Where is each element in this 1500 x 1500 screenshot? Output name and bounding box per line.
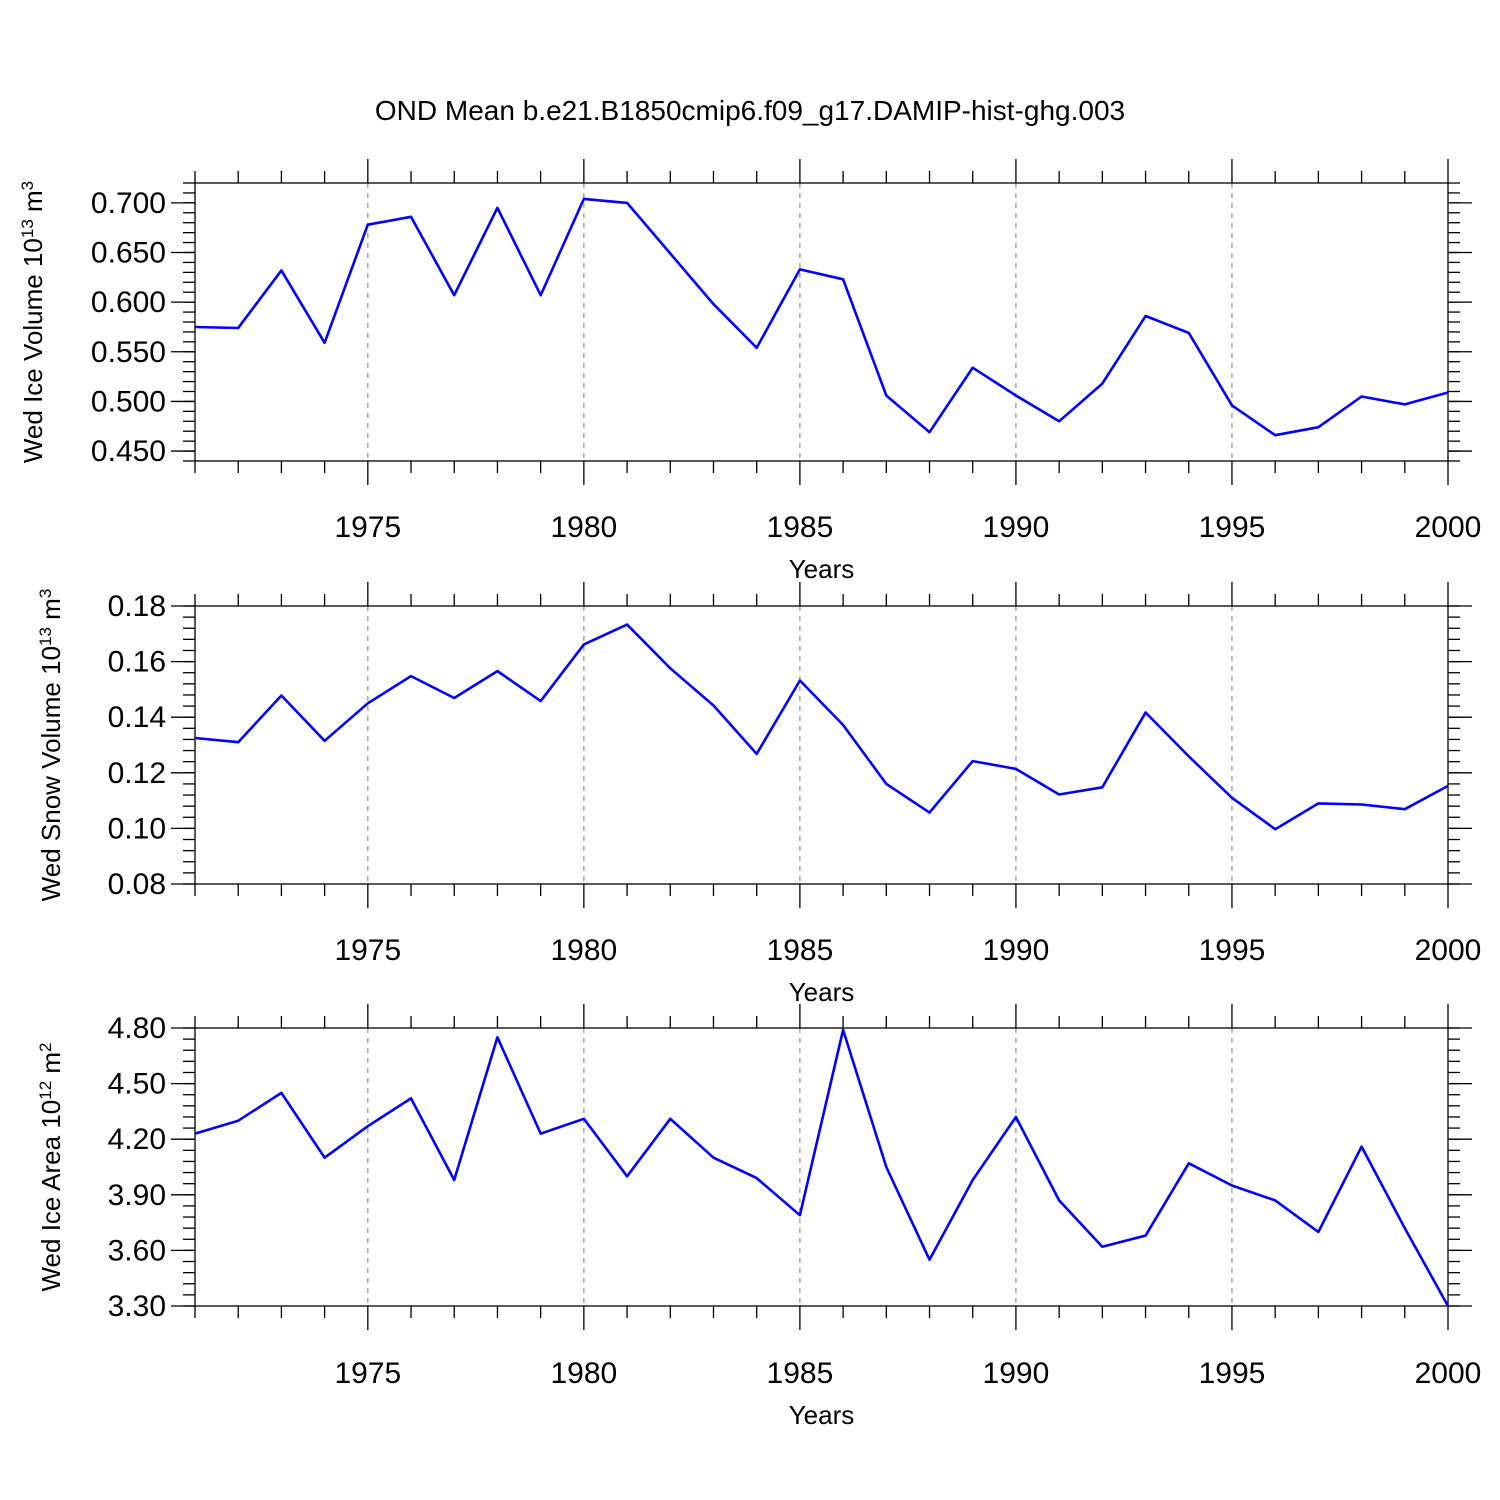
- y-tick-label: 0.600: [91, 286, 166, 319]
- chart-title: OND Mean b.e21.B1850cmip6.f09_g17.DAMIP-…: [375, 95, 1125, 126]
- y-axis-label-ylabel: Wed Ice Volume 10: [18, 238, 48, 463]
- plot-frame: [194, 1027, 1449, 1307]
- x-tick-label: 1980: [550, 934, 617, 967]
- x-tick-label: 1995: [1199, 511, 1266, 544]
- y-axis-label-ylabel-unit: m: [36, 1052, 66, 1081]
- x-axis-label: Years: [789, 977, 855, 1007]
- y-tick-label: 0.08: [108, 868, 166, 901]
- y-tick-label: 3.90: [108, 1179, 166, 1212]
- x-tick-label: 1995: [1199, 934, 1266, 967]
- panels: 0.450 0.500 0.550 0.600 0.650 0.700 1975 1980 19…: [18, 159, 1482, 1430]
- x-axis-label: Years: [789, 554, 855, 584]
- panel-2: 0.08 0.10 0.12 0.14 0.16 0.18 1975 1980 1985 1990…: [36, 582, 1482, 1007]
- y-axis-label-ylabel-unit: m: [18, 190, 48, 219]
- y-tick-label: 0.12: [108, 757, 166, 790]
- x-tick-label: 1980: [550, 511, 617, 544]
- y-axis-label-ylabel-unit-exp: 3: [36, 589, 55, 598]
- series-line: [194, 1028, 1450, 1307]
- y-tick-label: 0.500: [91, 385, 166, 418]
- y-axis-label: Wed Snow Volume 1013 m3: [36, 589, 67, 902]
- y-tick-label: 3.60: [108, 1234, 166, 1267]
- y-tick-label: 0.650: [91, 237, 166, 270]
- y-tick-label: 0.14: [108, 701, 166, 734]
- y-tick-label: 4.20: [108, 1123, 166, 1156]
- x-tick-label: 1985: [767, 511, 834, 544]
- y-axis-label-ylabel-unit-exp: 3: [18, 181, 37, 190]
- y-axis-label: Wed Ice Area 1012 m2: [36, 1042, 67, 1291]
- x-tick-label: 1995: [1199, 1357, 1266, 1390]
- x-tick-label: 1975: [334, 934, 401, 967]
- x-tick-label: 1985: [767, 934, 834, 967]
- y-axis-label: Wed Ice Volume 1013 m3: [18, 181, 49, 463]
- y-tick-label: 0.550: [91, 336, 166, 369]
- x-tick-label: 2000: [1415, 511, 1482, 544]
- y-tick-label: 0.700: [91, 187, 166, 220]
- y-axis-label-ylabel: Wed Snow Volume 10: [36, 646, 66, 901]
- y-axis-label-ylabel-exp: 13: [18, 219, 37, 238]
- x-tick-label: 1990: [983, 511, 1050, 544]
- plot-frame: [194, 182, 1449, 462]
- y-tick-label: 0.16: [108, 646, 166, 679]
- y-axis-label-ylabel-unit-exp: 2: [36, 1042, 55, 1051]
- x-tick-label: 1985: [767, 1357, 834, 1390]
- y-tick-label: 4.80: [108, 1012, 166, 1045]
- x-tick-label: 1975: [334, 1357, 401, 1390]
- x-tick-label: 1990: [983, 1357, 1050, 1390]
- plot-frame: [194, 605, 1449, 885]
- x-tick-label: 2000: [1415, 934, 1482, 967]
- y-tick-label: 3.30: [108, 1290, 166, 1323]
- x-tick-label: 1990: [983, 934, 1050, 967]
- x-tick-label: 1975: [334, 511, 401, 544]
- x-tick-label: 2000: [1415, 1357, 1482, 1390]
- y-axis-label-ylabel-exp: 12: [36, 1081, 55, 1100]
- panel-3: 3.30 3.60 3.90 4.20 4.50 4.80 1975 1980 1985 1990…: [36, 1004, 1482, 1430]
- series-line: [194, 197, 1449, 437]
- y-axis-label-ylabel-unit: m: [36, 598, 66, 627]
- y-tick-label: 4.50: [108, 1068, 166, 1101]
- x-tick-label: 1980: [550, 1357, 617, 1390]
- y-tick-label: 0.10: [108, 812, 166, 845]
- x-axis-label: Years: [789, 1400, 855, 1430]
- panel-1: 0.450 0.500 0.550 0.600 0.650 0.700 1975 1980 19…: [18, 159, 1482, 584]
- y-axis-label-ylabel-exp: 13: [36, 627, 55, 646]
- series-line: [194, 623, 1449, 831]
- y-tick-label: 0.18: [108, 590, 166, 623]
- y-axis-label-ylabel: Wed Ice Area 10: [36, 1100, 66, 1292]
- y-tick-label: 0.450: [91, 435, 166, 468]
